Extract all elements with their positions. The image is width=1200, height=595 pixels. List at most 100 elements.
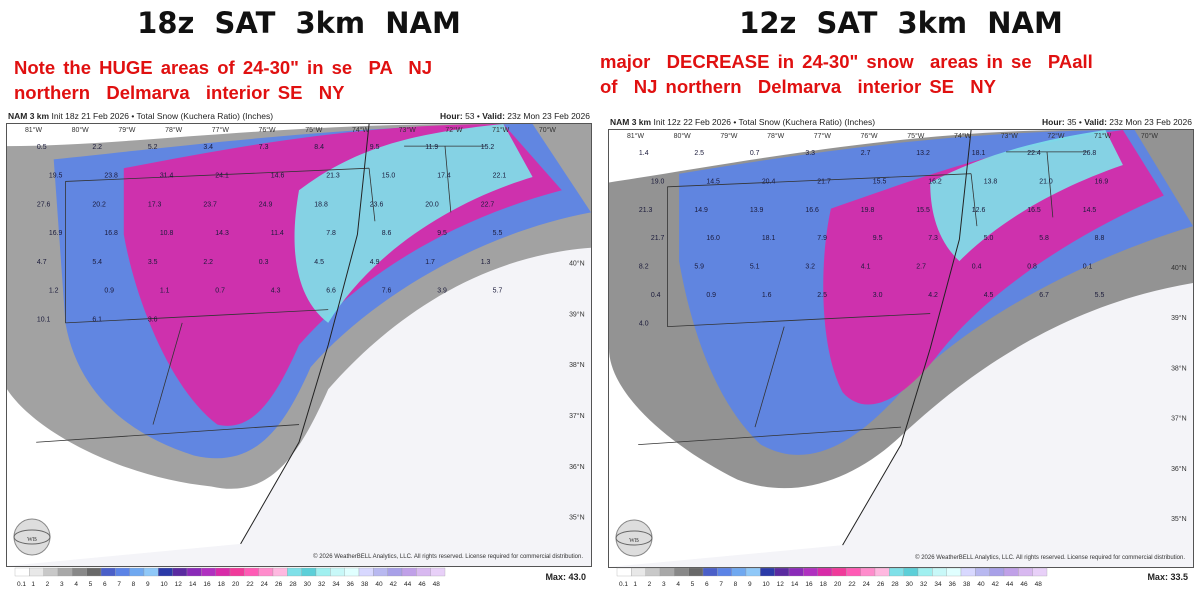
legend-swatch (616, 567, 632, 577)
valid-value: 23z Mon 23 Feb 2026 (507, 111, 590, 121)
snow-value: 7.3 (259, 144, 269, 151)
legend-tick: 16 (805, 581, 813, 588)
legend-swatch (158, 567, 173, 577)
legend-swatch (272, 567, 288, 577)
snow-value: 26.8 (1083, 150, 1097, 157)
map-canvas: 40°N 39°N 38°N 37°N 36°N 35°N 81°W 80°W 79°W 78°W… (7, 124, 591, 566)
snow-value: 18.8 (314, 201, 328, 208)
snow-value: 21.7 (651, 235, 665, 242)
snow-value: 16.9 (1095, 178, 1109, 185)
legend-tick: 12 (777, 581, 785, 588)
state-border (667, 313, 931, 328)
hour-value: 53 (465, 111, 475, 121)
legend-tick: 44 (404, 581, 412, 588)
legend-tick: 40 (977, 581, 985, 588)
snow-value: 21.7 (817, 178, 831, 185)
state-border (36, 424, 300, 443)
snow-value: 2.2 (92, 144, 102, 151)
legend-swatch (86, 567, 102, 577)
snow-value: 14.3 (215, 230, 229, 237)
latitude-label: 40°N (1171, 264, 1187, 272)
legend-tick: 10 (160, 581, 168, 588)
snowfall-map: 40°N 39°N 38°N 37°N 36°N 35°N 81°W 80°W 79°W 78°W… (6, 123, 592, 567)
longitude-label: 79°W (720, 132, 738, 140)
latitude-label: 36°N (1171, 465, 1187, 473)
legend-swatch (717, 567, 732, 577)
legend-tick: 6 (705, 581, 709, 588)
legend-swatch (631, 567, 646, 577)
snowfall-swath (294, 124, 533, 323)
legend-swatch (43, 567, 59, 577)
snow-value: 0.9 (706, 292, 716, 299)
snow-value: 5.8 (1039, 235, 1049, 242)
legend-swatch (344, 567, 360, 577)
legend-swatch (645, 567, 661, 577)
snow-value: 22.4 (1027, 150, 1041, 157)
valid-value: 23z Mon 23 Feb 2026 (1109, 117, 1192, 127)
snow-value: 6.6 (326, 288, 336, 295)
legend-tick: 38 (963, 581, 971, 588)
snow-value: 6.1 (92, 316, 102, 323)
snow-value: 0.4 (972, 264, 982, 271)
latitude-label: 37°N (569, 412, 585, 420)
snow-value: 17.4 (437, 173, 451, 180)
header-left: NAM 3 km Init 12z 22 Feb 2026 • Total Sn… (610, 117, 875, 127)
legend-tick: 2 (648, 581, 652, 588)
snow-value: 16.2 (928, 178, 942, 185)
legend-swatch (186, 567, 202, 577)
legend-swatch (1032, 567, 1048, 577)
max-label: Max: (1147, 572, 1168, 582)
hour-label: Hour: (1042, 117, 1065, 127)
legend-swatch (401, 567, 417, 577)
legend-tick: 3 (60, 581, 64, 588)
headline: 18z SAT 3km NAM (137, 6, 461, 40)
snow-value: 8.2 (639, 264, 649, 271)
legend-swatch (760, 567, 775, 577)
legend-tick: 20 (232, 581, 240, 588)
snow-value: 8.4 (314, 144, 324, 151)
snow-value: 31.4 (160, 173, 174, 180)
snow-value: 22.7 (481, 201, 495, 208)
snow-value: 1.6 (762, 292, 772, 299)
legend-tick: 32 (920, 581, 928, 588)
longitude-label: 71°W (1094, 132, 1112, 140)
snow-value: 5.5 (493, 230, 503, 237)
snow-value: 19.0 (651, 178, 665, 185)
snow-value: 8.6 (382, 230, 392, 237)
legend-swatch (29, 567, 44, 577)
snow-value: 22.1 (493, 173, 507, 180)
legend-tick: 4 (676, 581, 680, 588)
longitude-label: 76°W (861, 132, 879, 140)
state-border (754, 326, 785, 428)
legend-tick: 8 (132, 581, 136, 588)
color-legend: 0.1 1 2 3 4 5 6 7 8 9 10 12 14 16 18 20 22 24 26 28 30 32 34 36… (612, 566, 1052, 590)
latitude-label: 37°N (1171, 415, 1187, 423)
snow-value: 16.9 (49, 230, 63, 237)
snow-value: 3.5 (148, 259, 158, 266)
legend-tick: 26 (275, 581, 283, 588)
snow-value: 27.6 (37, 201, 51, 208)
max-value: Max: 33.5 (1147, 572, 1188, 582)
legend-tick: 9 (748, 581, 752, 588)
legend-swatch (373, 567, 388, 577)
longitude-label: 80°W (72, 126, 90, 134)
snow-value: 24.1 (215, 173, 229, 180)
snow-value: 10.8 (160, 230, 174, 237)
snow-value: 5.1 (750, 264, 760, 271)
legend-tick: 2 (46, 581, 50, 588)
latitude-label: 40°N (569, 259, 585, 267)
map-header: NAM 3 km Init 12z 22 Feb 2026 • Total Sn… (608, 117, 1194, 129)
snow-value: 23.7 (203, 201, 217, 208)
snow-value: 5.0 (984, 235, 994, 242)
legend-tick: 22 (246, 581, 254, 588)
legend-tick: 32 (318, 581, 326, 588)
snow-value: 1.4 (639, 150, 649, 157)
snow-value: 16.6 (805, 207, 819, 214)
legend-swatch (946, 567, 962, 577)
snow-value: 2.5 (817, 292, 827, 299)
max-number: 33.5 (1170, 572, 1188, 582)
legend-swatch (258, 567, 274, 577)
snow-value: 3.9 (437, 288, 447, 295)
note-line-1: Note the HUGE areas of 24-30" in se PA N… (14, 57, 433, 78)
note-line-1: major DECREASE in 24-30" snow areas in s… (600, 51, 1093, 72)
